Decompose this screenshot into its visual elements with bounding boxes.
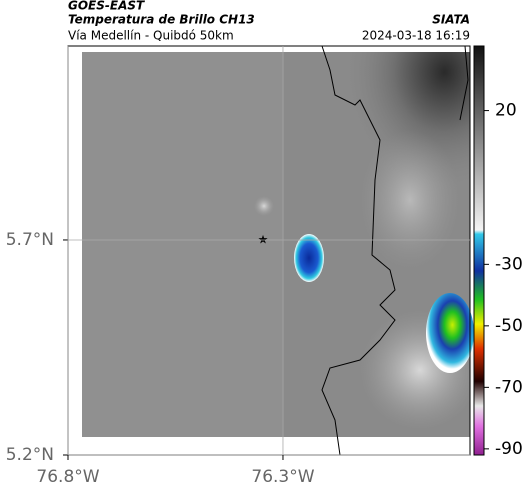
colorbar-tick-label: -70 bbox=[495, 377, 523, 397]
lat-tick-label: 5.7°N bbox=[6, 230, 54, 250]
colorbar bbox=[473, 45, 485, 456]
lon-tick-label: 76.3°W bbox=[251, 467, 314, 487]
colorbar-tick-label: -50 bbox=[495, 316, 523, 336]
colorbar-tick-label: 20 bbox=[495, 101, 517, 121]
subtitle: Temperatura de Brillo CH13 bbox=[68, 13, 255, 27]
title: GOES-EAST bbox=[68, 0, 145, 13]
location-marker: ★ bbox=[258, 233, 269, 247]
colorbar-tick-label: -30 bbox=[495, 254, 523, 274]
lat-tick-label: 5.2°N bbox=[6, 445, 54, 465]
source: SIATA bbox=[432, 13, 470, 27]
colorbar-tick-label: -90 bbox=[495, 439, 523, 459]
datetime: 2024-03-18 16:19 bbox=[362, 29, 470, 43]
lon-tick-label: 76.8°W bbox=[36, 467, 99, 487]
route: Vía Medellín - Quibdó 50km bbox=[68, 29, 234, 43]
satellite-image: ★ bbox=[82, 45, 480, 456]
